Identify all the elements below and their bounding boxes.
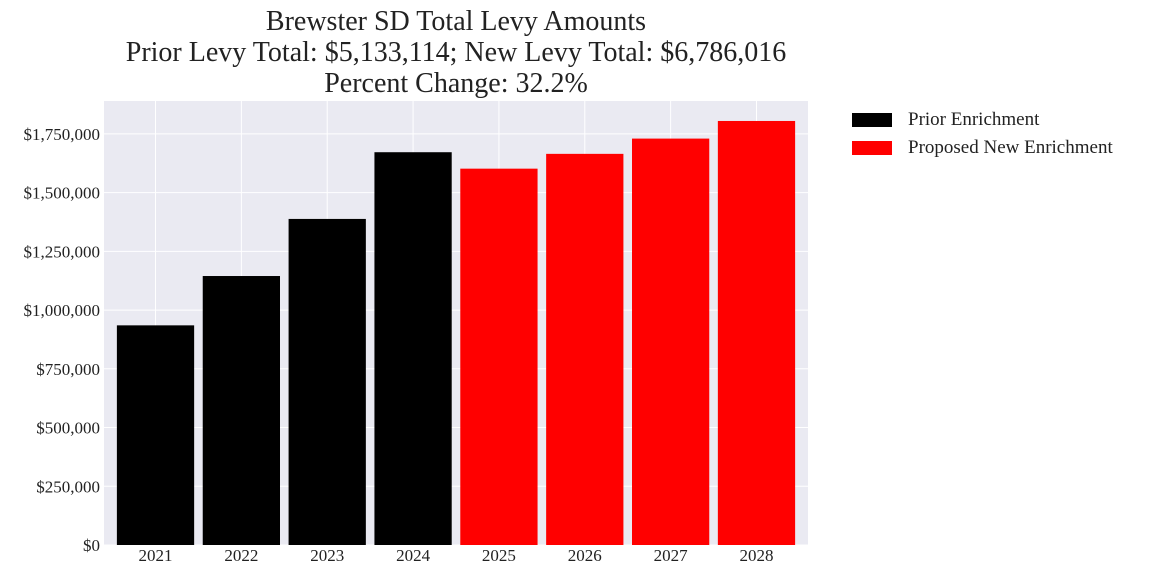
x-tick-label: 2026 [568,546,602,565]
y-tick-label: $0 [83,536,100,555]
title-line-1: Brewster SD Total Levy Amounts [265,6,647,37]
bar-2026 [546,153,624,545]
y-tick-label: $1,250,000 [24,242,101,261]
legend-item-prior: Prior Enrichment [852,106,1113,134]
bar-2023 [288,218,366,545]
x-tick-label: 2021 [139,546,173,565]
x-tick-label: 2022 [224,546,258,565]
x-tick-label: 2024 [396,546,431,565]
y-tick-label: $1,500,000 [24,184,101,203]
x-tick-label: 2028 [739,546,773,565]
legend-label-new: Proposed New Enrichment [908,137,1113,158]
x-tick-label: 2025 [482,546,516,565]
legend-label-prior: Prior Enrichment [908,109,1040,130]
bar-2025 [460,168,538,545]
x-axis-ticks: 2021 2022 2023 2024 2025 2026 2027 2028 [139,546,774,565]
x-tick-label: 2023 [310,546,344,565]
bar-2028 [717,120,796,545]
bar-2027 [632,138,710,546]
y-tick-label: $1,750,000 [24,125,101,144]
legend-item-new: Proposed New Enrichment [852,134,1113,162]
bars [116,120,796,546]
chart-title: Brewster SD Total Levy Amounts Prior Lev… [0,6,912,99]
title-line-2: Prior Levy Total: $5,133,114; New Levy T… [125,37,787,68]
bar-2024 [374,152,452,545]
bar-2022 [202,276,280,545]
title-line-3: Percent Change: 32.2% [324,68,588,99]
y-tick-label: $750,000 [36,360,100,379]
legend: Prior Enrichment Proposed New Enrichment [852,106,1113,162]
legend-swatch-prior [852,113,892,127]
bar-2021 [116,325,195,545]
y-tick-label: $500,000 [36,419,100,438]
y-tick-label: $250,000 [36,477,100,496]
legend-swatch-new [852,141,892,155]
x-tick-label: 2027 [654,546,689,565]
y-tick-label: $1,000,000 [24,301,101,320]
y-axis-ticks: $0 $250,000 $500,000 $750,000 $1,000,000 $1,2… [24,125,101,555]
